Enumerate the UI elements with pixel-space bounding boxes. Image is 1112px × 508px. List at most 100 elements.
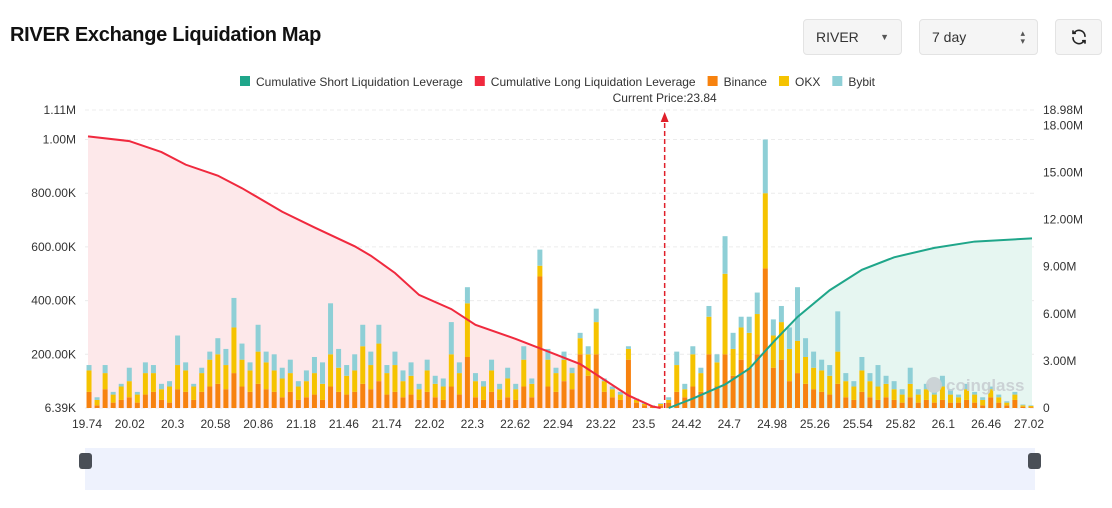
bar-bybit [980, 397, 986, 400]
bar-binance [1028, 407, 1034, 408]
bar-okx [706, 316, 712, 355]
bar-binance [311, 394, 317, 408]
bar-bybit [279, 367, 285, 379]
bar-okx [392, 365, 398, 392]
bar-bybit [827, 365, 833, 376]
right-tick-label: 6.00M [1043, 307, 1076, 321]
bar-okx [223, 365, 229, 390]
bar-binance [867, 397, 873, 408]
bar-binance [811, 389, 817, 408]
bar-binance [279, 397, 285, 408]
legend-label: Bybit [848, 75, 875, 89]
bar-okx [231, 327, 237, 374]
bar-bybit [746, 316, 752, 333]
bar-bybit [754, 292, 760, 315]
up-down-chevron-icon: ▴ ▾ [1020, 28, 1025, 46]
bar-binance [86, 391, 92, 408]
period-select[interactable]: 7 day ▴ ▾ [919, 19, 1038, 55]
bar-bybit [762, 139, 768, 194]
bar-okx [819, 370, 825, 392]
x-tick-label: 23.5 [632, 417, 656, 431]
bar-okx [400, 381, 406, 398]
bar-bybit [167, 381, 173, 387]
bar-bybit [239, 343, 245, 360]
short-line [668, 237, 1033, 409]
bar-okx [134, 394, 140, 403]
bar-okx [803, 356, 809, 384]
bar-bybit [521, 346, 527, 360]
bar-okx [529, 383, 535, 398]
bar-okx [859, 370, 865, 392]
legend-label: Cumulative Long Liquidation Leverage [491, 75, 696, 89]
bar-okx [376, 343, 382, 382]
bar-binance [786, 381, 792, 408]
right-tick-label: 18.98M [1043, 103, 1083, 117]
bar-bybit [843, 373, 849, 382]
bar-binance [142, 394, 148, 408]
slider-handle-left[interactable] [79, 453, 92, 469]
watermark-coinglass: coinglass [946, 376, 1024, 395]
bar-bybit [1028, 405, 1034, 406]
bar-okx [336, 367, 342, 392]
bar-bybit [400, 370, 406, 382]
bar-binance [110, 402, 116, 408]
bar-bybit [609, 386, 615, 390]
bar-binance [247, 391, 253, 408]
bar-bybit [287, 359, 293, 374]
bar-bybit [336, 348, 342, 368]
bar-binance [947, 402, 953, 408]
bar-binance [513, 399, 519, 408]
bar-okx [303, 381, 309, 398]
bar-binance [674, 391, 680, 408]
bar-bybit [907, 367, 913, 384]
x-tick-label: 27.02 [1014, 417, 1044, 431]
right-tick-label: 3.00M [1043, 354, 1076, 368]
left-tick-label: 6.39K [45, 401, 76, 415]
bar-okx [674, 365, 680, 392]
bar-binance [778, 359, 784, 408]
bar-okx [617, 394, 623, 400]
bar-okx [996, 397, 1002, 403]
bar-binance [835, 383, 841, 408]
bar-okx [102, 373, 108, 390]
bar-binance [529, 397, 535, 408]
bar-bybit [537, 249, 543, 266]
bar-okx [851, 386, 857, 400]
bar-bybit [939, 375, 945, 387]
bar-okx [126, 381, 132, 398]
bar-bybit [440, 378, 446, 387]
x-tick-label: 25.26 [800, 417, 830, 431]
bar-bybit [392, 351, 398, 366]
x-tick-label: 22.62 [500, 417, 530, 431]
bar-okx [440, 386, 446, 400]
bar-binance [827, 394, 833, 408]
bar-binance [569, 389, 575, 408]
bar-bybit [529, 378, 535, 384]
bar-okx [593, 322, 599, 355]
bar-okx [545, 359, 551, 387]
bar-okx [150, 373, 156, 392]
bar-bybit [835, 311, 841, 352]
bar-bybit [593, 308, 599, 323]
slider-handle-right[interactable] [1028, 453, 1041, 469]
bar-okx [110, 394, 116, 403]
range-slider[interactable] [79, 448, 1041, 490]
refresh-button[interactable] [1055, 19, 1102, 55]
bar-bybit [706, 305, 712, 317]
symbol-select[interactable]: RIVER ▼ [803, 19, 902, 55]
bar-bybit [86, 365, 92, 371]
legend-swatch [707, 76, 718, 86]
bar-binance [762, 268, 768, 408]
bar-binance [303, 397, 309, 408]
bar-okx [1028, 405, 1034, 408]
bar-okx [746, 332, 752, 368]
bar-binance [118, 399, 124, 408]
bar-okx [1004, 402, 1010, 406]
bar-binance [1012, 399, 1018, 408]
slider-track[interactable] [85, 448, 1035, 490]
bar-okx [215, 354, 221, 384]
bar-binance [231, 373, 237, 408]
bar-bybit [223, 348, 229, 366]
bar-bybit [682, 383, 688, 390]
bar-binance [585, 375, 591, 408]
